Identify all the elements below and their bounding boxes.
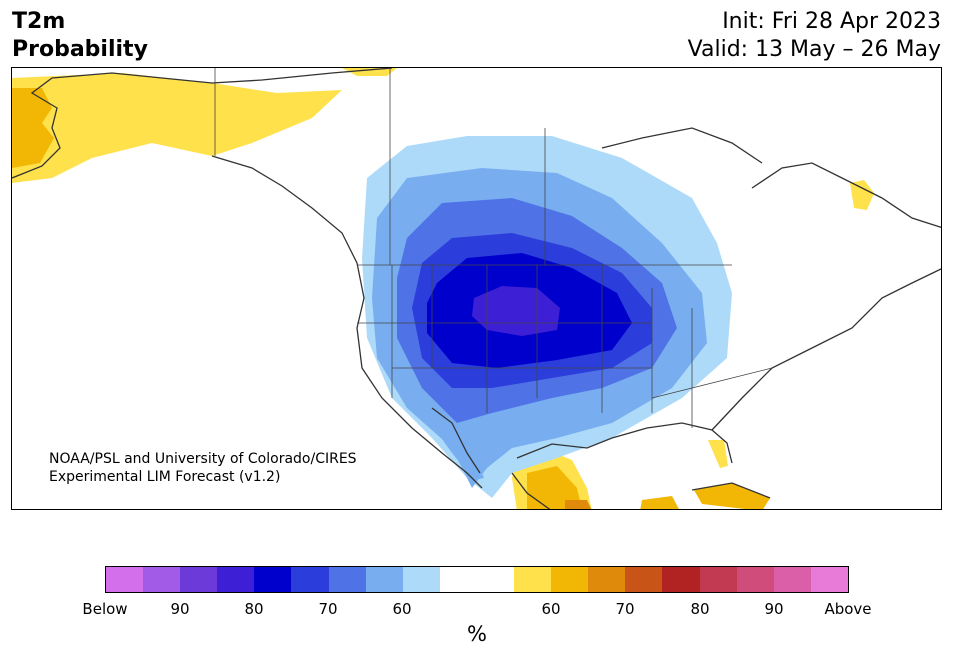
- above-region-mexico-core: [527, 466, 582, 509]
- colorbar-segment: [402, 567, 440, 592]
- colorbar-segment: [254, 567, 292, 592]
- colorbar-segment: [143, 567, 181, 592]
- colorbar-tick-label: 60: [541, 600, 561, 618]
- colorbar-tick-label: 70: [615, 600, 635, 618]
- colorbar-segment: [773, 567, 811, 592]
- below-region-80: [472, 286, 560, 336]
- colorbar-segment: [810, 567, 848, 592]
- colorbar-tick-label: 90: [764, 600, 784, 618]
- colorbar-tick-label: 70: [318, 600, 338, 618]
- colorbar-segment: [217, 567, 255, 592]
- valid-dates: Valid: 13 May – 26 May: [687, 37, 941, 62]
- colorbar-segment: [551, 567, 589, 592]
- colorbar-segment: [291, 567, 329, 592]
- above-region-alaska: [12, 73, 342, 183]
- colorbar-segment: [365, 567, 403, 592]
- title-line-2: Probability: [12, 37, 148, 62]
- map-panel: [11, 67, 942, 510]
- above-region-alaska-core: [12, 88, 54, 168]
- colorbar-segment: [514, 567, 552, 592]
- colorbar-tick-label: 60: [392, 600, 412, 618]
- credit-text: NOAA/PSL and University of Colorado/CIRE…: [49, 450, 357, 486]
- above-region-north-edge: [342, 68, 397, 76]
- title-line-1: T2m: [12, 9, 66, 34]
- colorbar: [105, 566, 849, 593]
- colorbar-tick-label: Above: [824, 600, 872, 618]
- colorbar-tick-label: 80: [690, 600, 710, 618]
- probability-map: [12, 68, 941, 509]
- colorbar-segment: [699, 567, 737, 592]
- colorbar-segment: [588, 567, 626, 592]
- above-region-mexico-south: [565, 500, 592, 509]
- map-title: T2m Probability: [12, 8, 148, 64]
- colorbar-segment: [106, 567, 144, 592]
- colorbar-unit: %: [467, 622, 487, 646]
- colorbar-segment: [476, 567, 515, 592]
- forecast-dates: Init: Fri 28 Apr 2023 Valid: 13 May – 26…: [688, 8, 941, 64]
- init-date: Init: Fri 28 Apr 2023: [722, 9, 941, 34]
- state-borders: [214, 68, 773, 428]
- above-region-florida: [708, 440, 728, 468]
- colorbar-tick-label: 90: [170, 600, 190, 618]
- above-region-yucatan: [640, 496, 679, 509]
- colorbar-tick-label: 80: [244, 600, 264, 618]
- above-region-cuba: [694, 483, 770, 509]
- colorbar-segment: [662, 567, 700, 592]
- below-region-baja: [432, 408, 484, 480]
- colorbar-segment: [328, 567, 366, 592]
- colorbar-segment: [439, 567, 477, 592]
- credit-line-2: Experimental LIM Forecast (v1.2): [49, 469, 281, 485]
- colorbar-segment: [625, 567, 663, 592]
- coastlines: [12, 68, 941, 509]
- credit-line-1: NOAA/PSL and University of Colorado/CIRE…: [49, 451, 357, 467]
- colorbar-tick-label: Below: [82, 600, 128, 618]
- colorbar-segment: [736, 567, 774, 592]
- colorbar-segment: [180, 567, 218, 592]
- above-region-quebec: [850, 180, 874, 210]
